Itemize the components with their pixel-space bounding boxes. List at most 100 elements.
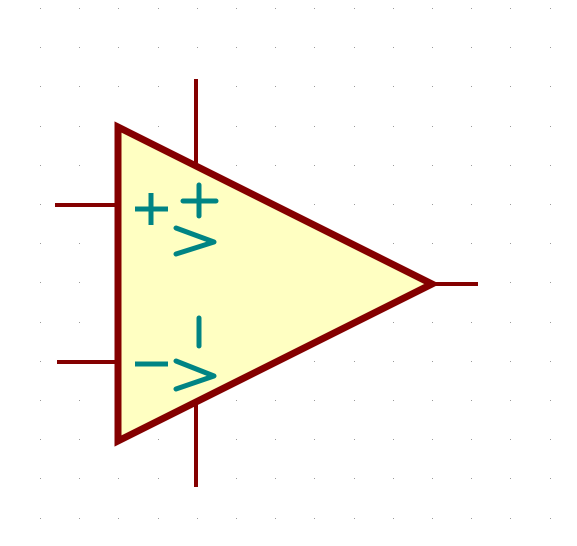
grid-dot bbox=[393, 126, 394, 127]
grid-dot bbox=[550, 204, 551, 205]
grid-dot bbox=[393, 518, 394, 519]
grid-dot bbox=[236, 86, 237, 87]
grid-dot bbox=[471, 165, 472, 166]
grid-dot bbox=[550, 439, 551, 440]
grid-dot bbox=[550, 400, 551, 401]
grid-dot bbox=[40, 400, 41, 401]
grid-dot bbox=[393, 8, 394, 9]
grid-dot bbox=[432, 439, 433, 440]
grid-dot bbox=[236, 165, 237, 166]
grid-dot bbox=[510, 322, 511, 323]
grid-dot bbox=[354, 439, 355, 440]
grid-dot bbox=[354, 126, 355, 127]
grid-dot bbox=[275, 478, 276, 479]
grid-dot bbox=[197, 47, 198, 48]
grid-dot bbox=[393, 439, 394, 440]
grid-dot bbox=[275, 8, 276, 9]
grid-dot bbox=[158, 86, 159, 87]
grid-dot bbox=[432, 518, 433, 519]
grid-dot bbox=[40, 478, 41, 479]
grid-dot bbox=[393, 47, 394, 48]
grid-dot bbox=[510, 47, 511, 48]
grid-dot bbox=[79, 126, 80, 127]
grid-dot bbox=[79, 86, 80, 87]
grid-dot bbox=[432, 8, 433, 9]
opamp-body[interactable] bbox=[114, 121, 440, 447]
grid-dot bbox=[158, 47, 159, 48]
grid-dot bbox=[471, 204, 472, 205]
positive-rail-symbol bbox=[173, 182, 219, 257]
grid-dot bbox=[510, 478, 511, 479]
grid-dot bbox=[79, 518, 80, 519]
grid-dot bbox=[550, 322, 551, 323]
grid-dot bbox=[550, 47, 551, 48]
grid-dot bbox=[158, 8, 159, 9]
grid-dot bbox=[393, 322, 394, 323]
grid-dot bbox=[314, 8, 315, 9]
grid-dot bbox=[354, 8, 355, 9]
grid-dot bbox=[432, 47, 433, 48]
grid-dot bbox=[471, 243, 472, 244]
grid-dot bbox=[432, 243, 433, 244]
grid-dot bbox=[432, 204, 433, 205]
grid-dot bbox=[158, 439, 159, 440]
grid-dot bbox=[510, 243, 511, 244]
grid-dot bbox=[40, 518, 41, 519]
grid-dot bbox=[275, 165, 276, 166]
grid-dot bbox=[432, 322, 433, 323]
grid-dot bbox=[510, 282, 511, 283]
grid-dot bbox=[510, 518, 511, 519]
grid-dot bbox=[471, 322, 472, 323]
grid-dot bbox=[236, 478, 237, 479]
grid-dot bbox=[393, 165, 394, 166]
grid-dot bbox=[550, 126, 551, 127]
grid-dot bbox=[158, 478, 159, 479]
grid-dot bbox=[118, 47, 119, 48]
grid-dot bbox=[354, 361, 355, 362]
grid-dot bbox=[432, 478, 433, 479]
grid-dot bbox=[432, 86, 433, 87]
grid-dot bbox=[314, 204, 315, 205]
grid-dot bbox=[393, 478, 394, 479]
grid-dot bbox=[471, 478, 472, 479]
grid-dot bbox=[432, 126, 433, 127]
grid-dot bbox=[510, 8, 511, 9]
grid-dot bbox=[275, 126, 276, 127]
grid-dot bbox=[510, 439, 511, 440]
grid-dot bbox=[314, 126, 315, 127]
grid-dot bbox=[471, 518, 472, 519]
grid-dot bbox=[471, 361, 472, 362]
grid-dot bbox=[79, 400, 80, 401]
grid-dot bbox=[118, 478, 119, 479]
grid-dot bbox=[314, 165, 315, 166]
grid-dot bbox=[471, 86, 472, 87]
grid-dot bbox=[314, 439, 315, 440]
grid-dot bbox=[79, 165, 80, 166]
grid-dot bbox=[354, 400, 355, 401]
grid-dot bbox=[314, 361, 315, 362]
grid-dot bbox=[79, 478, 80, 479]
grid-dot bbox=[354, 204, 355, 205]
grid-dot bbox=[471, 8, 472, 9]
opamp-symbol[interactable] bbox=[55, 79, 478, 487]
grid-dot bbox=[79, 322, 80, 323]
grid-dot bbox=[40, 165, 41, 166]
grid-dot bbox=[40, 204, 41, 205]
grid-dot bbox=[40, 322, 41, 323]
grid-dot bbox=[40, 282, 41, 283]
non-inverting-marker bbox=[135, 193, 168, 225]
grid-dot bbox=[275, 86, 276, 87]
grid-dot bbox=[471, 400, 472, 401]
grid-dot bbox=[79, 439, 80, 440]
grid-dot bbox=[550, 361, 551, 362]
grid-dot bbox=[79, 47, 80, 48]
grid-dot bbox=[354, 47, 355, 48]
grid-dot bbox=[275, 400, 276, 401]
grid-dot bbox=[471, 439, 472, 440]
grid-dot bbox=[236, 400, 237, 401]
grid-dot bbox=[314, 86, 315, 87]
grid-dot bbox=[314, 478, 315, 479]
grid-dot bbox=[275, 518, 276, 519]
grid-dot bbox=[197, 518, 198, 519]
